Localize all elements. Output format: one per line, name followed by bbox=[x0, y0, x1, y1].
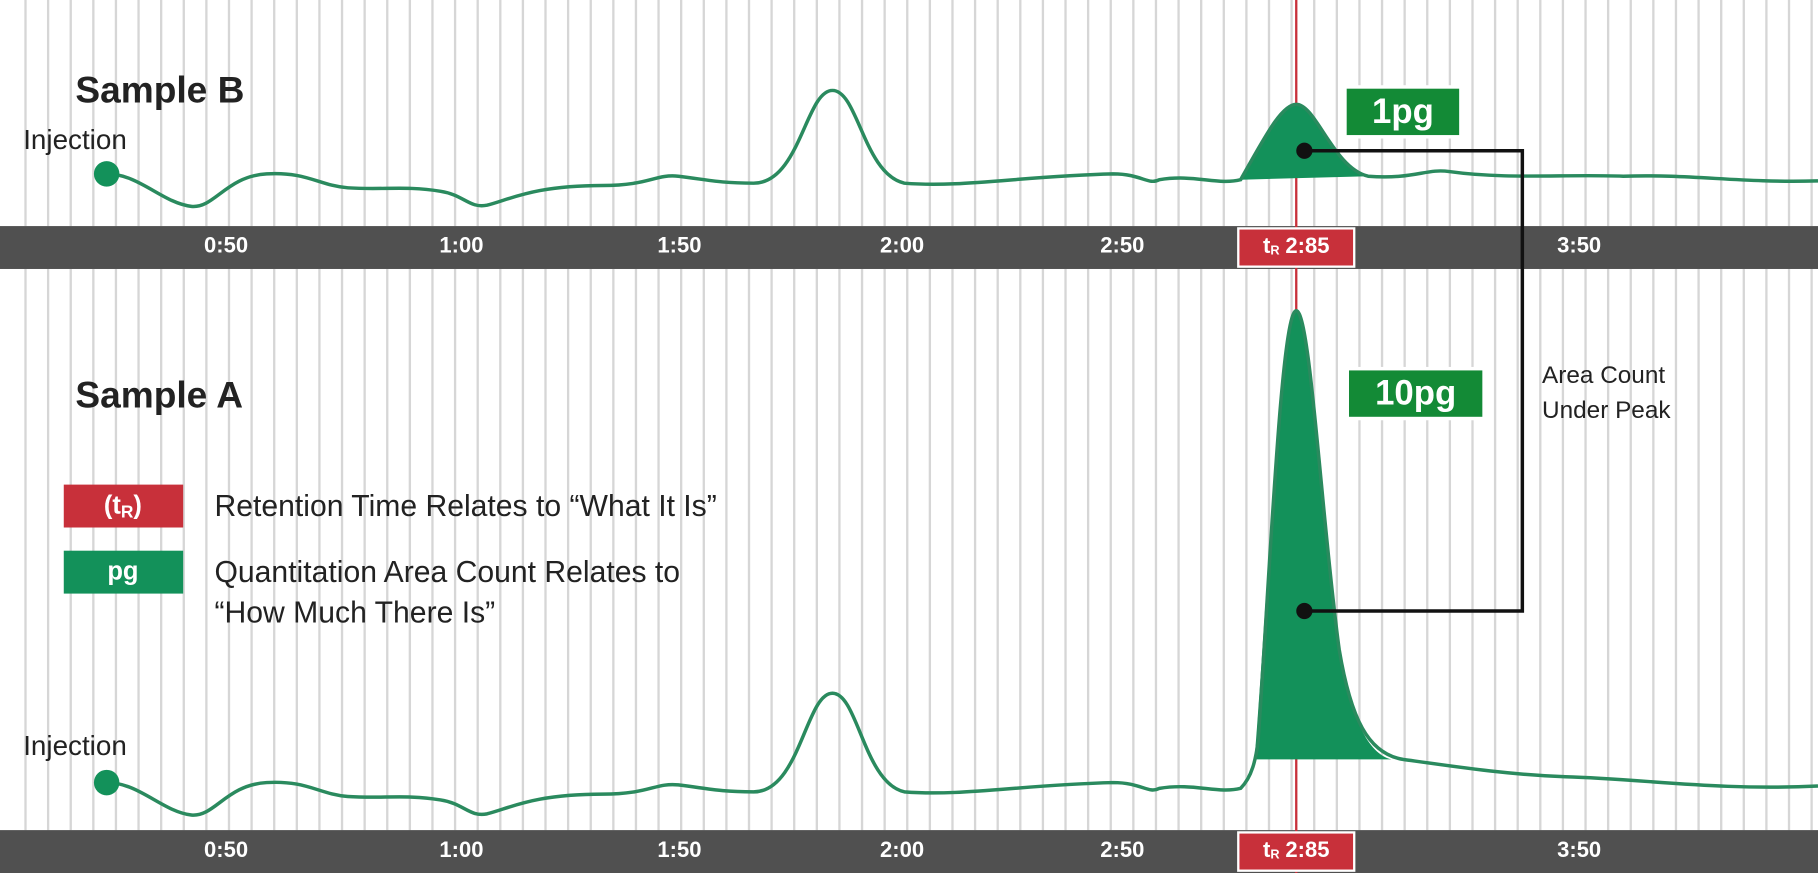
legend-text: Quantitation Area Count Relates to bbox=[214, 556, 680, 589]
time-tick-label: 1:50 bbox=[657, 837, 701, 862]
sample-title: Sample A bbox=[75, 373, 243, 415]
time-tick-label: 0:50 bbox=[204, 233, 248, 258]
annotation: Under Peak bbox=[1542, 397, 1671, 424]
area-bracket bbox=[1304, 148, 1525, 613]
legend-badge-label: pg bbox=[107, 557, 138, 585]
amount-label: 1pg bbox=[1372, 93, 1434, 131]
legend-text: “How Much There Is” bbox=[214, 596, 495, 629]
marker-symbol: t bbox=[1263, 233, 1271, 258]
amount-label: 10pg bbox=[1375, 375, 1456, 413]
marker-symbol: t bbox=[1263, 837, 1271, 862]
badge-subscript: R bbox=[121, 501, 134, 521]
amount-badge bbox=[1343, 85, 1463, 139]
badge-text: ( bbox=[104, 491, 113, 519]
time-tick-label: 2:50 bbox=[1100, 233, 1144, 258]
injection-dot bbox=[93, 769, 120, 796]
marker-time: 2:85 bbox=[1285, 233, 1329, 258]
badge-text: t bbox=[112, 491, 121, 519]
annotation: Area Count bbox=[1542, 362, 1665, 389]
legend-badge bbox=[63, 484, 184, 528]
bracket-dot bbox=[1296, 142, 1313, 159]
bracket-dot bbox=[1296, 602, 1313, 620]
time-tick-label: 1:50 bbox=[657, 233, 701, 258]
injection-dot bbox=[93, 161, 120, 187]
legend-badge bbox=[63, 550, 184, 594]
injection-label: Injection bbox=[23, 730, 127, 761]
time-axis-bar bbox=[0, 830, 1818, 873]
time-tick-label: 1:00 bbox=[439, 837, 483, 862]
signal-curve bbox=[106, 88, 1818, 209]
legend-badge-label: (tR) bbox=[104, 491, 142, 521]
time-axis-bar bbox=[0, 226, 1818, 269]
retention-marker bbox=[1237, 831, 1356, 872]
legend-text: Retention Time Relates to “What It Is” bbox=[214, 490, 716, 523]
time-tick-label: 3:50 bbox=[1557, 837, 1601, 862]
marker-subscript: R bbox=[1270, 847, 1279, 862]
time-tick-label: 2:00 bbox=[880, 837, 924, 862]
retention-marker bbox=[1237, 227, 1356, 268]
peak-area bbox=[1240, 104, 1369, 180]
injection-label: Injection bbox=[23, 124, 127, 155]
peak-area bbox=[1254, 310, 1392, 760]
marker-time: 2:85 bbox=[1285, 837, 1329, 862]
signal-curve bbox=[106, 308, 1818, 817]
marker-subscript: R bbox=[1270, 243, 1279, 258]
time-tick-label: 2:00 bbox=[880, 233, 924, 258]
retention-marker-label: tR 2:85 bbox=[1263, 837, 1329, 862]
badge-text: ) bbox=[133, 491, 142, 519]
amount-badge bbox=[1345, 366, 1486, 421]
time-tick-label: 3:50 bbox=[1557, 233, 1601, 258]
sample-title: Sample B bbox=[75, 69, 244, 111]
time-tick-label: 0:50 bbox=[204, 837, 248, 862]
time-tick-label: 2:50 bbox=[1100, 837, 1144, 862]
grid bbox=[24, 0, 1813, 831]
time-tick-label: 1:00 bbox=[439, 233, 483, 258]
retention-marker-label: tR 2:85 bbox=[1263, 233, 1329, 258]
